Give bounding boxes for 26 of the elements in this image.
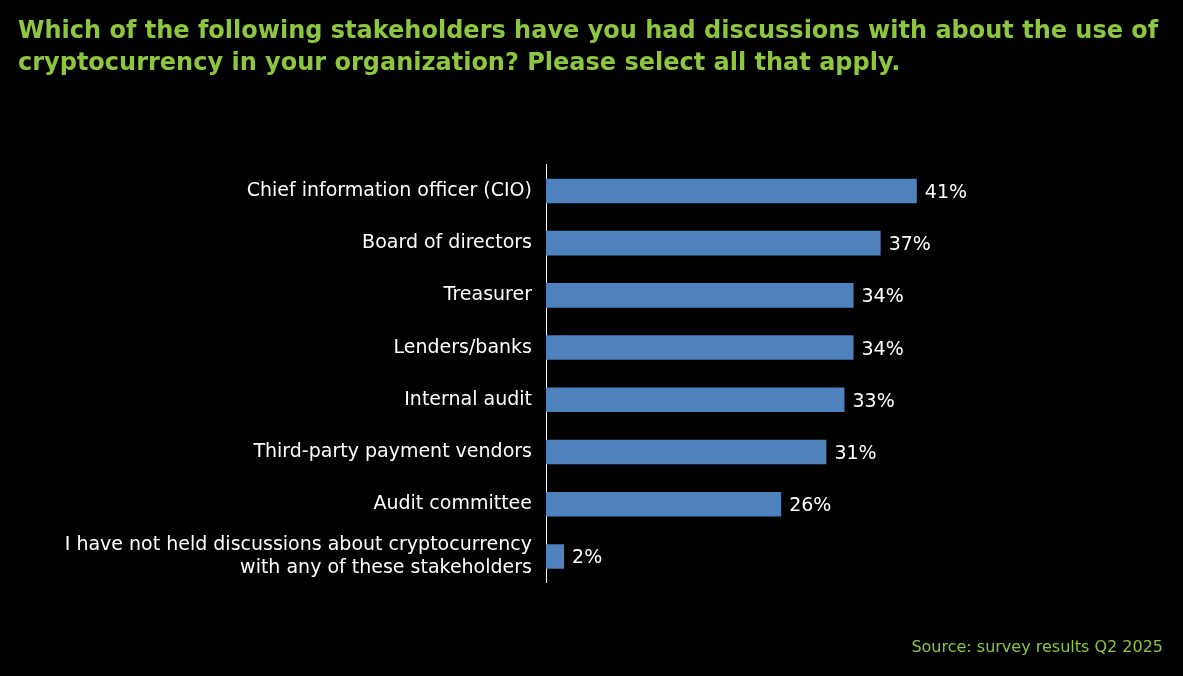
data-label: 34% xyxy=(861,336,904,359)
data-label: 34% xyxy=(861,284,904,307)
data-label: 26% xyxy=(789,493,832,516)
y-tick-label: Internal audit xyxy=(404,386,532,409)
bar xyxy=(546,387,845,413)
bar xyxy=(546,230,881,256)
bar xyxy=(546,335,854,360)
data-label: 2% xyxy=(572,545,603,568)
y-tick-label: Third-party payment vendors xyxy=(252,438,532,461)
y-tick-label: Treasurer xyxy=(442,282,533,305)
data-label: 37% xyxy=(888,232,931,255)
y-tick-label: I have not held discussions about cryptocurrency with any of these stakeholders xyxy=(64,532,532,577)
chart-title: Which of the following stakeholders have you had discussions with about the use of cryptocurrency in your organization? Please select all that apply. xyxy=(18,15,1160,78)
data-label: 31% xyxy=(834,440,877,463)
bar xyxy=(546,439,827,465)
bar xyxy=(546,283,854,308)
bar xyxy=(546,178,917,204)
y-tick-label: Chief information officer (CIO) xyxy=(246,177,532,200)
bar xyxy=(546,544,565,569)
bar xyxy=(546,491,782,517)
source-note: Source: survey results Q2 2025 xyxy=(911,637,1163,656)
y-tick-label: Lenders/banks xyxy=(393,334,532,357)
data-label: 33% xyxy=(852,388,895,411)
y-tick-label: Audit committee xyxy=(373,491,532,514)
y-tick-label: Board of directors xyxy=(362,230,532,253)
data-label: 41% xyxy=(924,179,968,202)
